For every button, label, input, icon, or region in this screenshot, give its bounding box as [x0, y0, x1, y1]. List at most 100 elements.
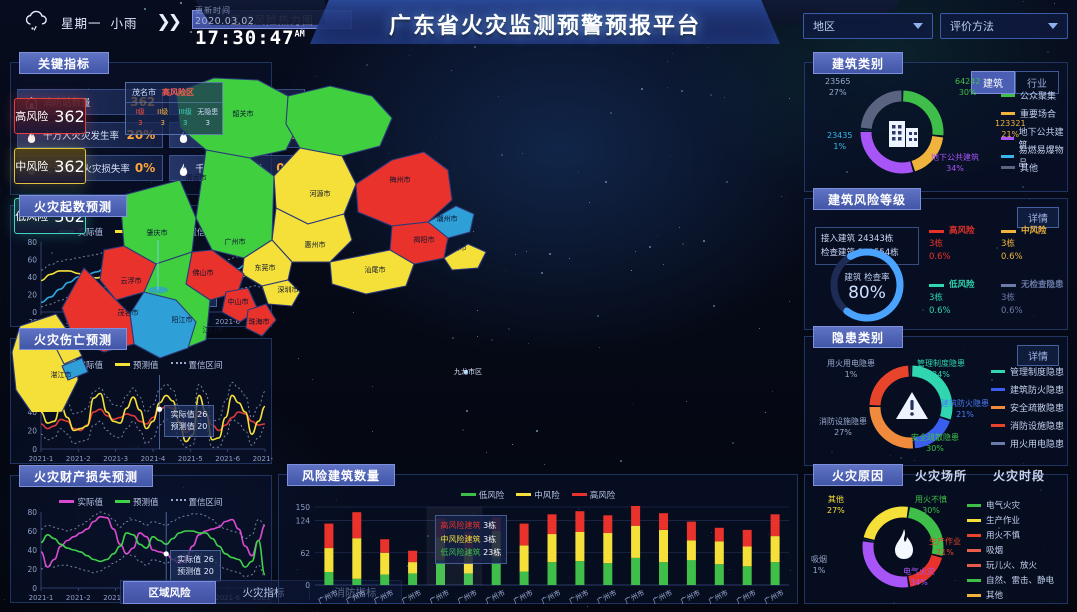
svg-text:广州市: 广州市: [512, 588, 535, 605]
fire-cause-title[interactable]: 火灾原因: [813, 464, 903, 486]
svg-text:0: 0: [32, 445, 37, 454]
property-loss-forecast-title: 火灾财产损失预测: [19, 465, 154, 487]
svg-text:2021-2: 2021-2: [66, 455, 91, 463]
bar-tooltip-row-0: 高风险建筑 3栋: [440, 521, 497, 530]
building-category-legend-0: 公众聚集: [1001, 89, 1056, 102]
evaluation-method-select[interactable]: 评价方法: [940, 13, 1068, 39]
svg-text:广州市: 广州市: [344, 588, 367, 605]
flame-icon: [177, 161, 190, 176]
svg-text:广州市: 广州市: [484, 588, 507, 605]
risk-building-count-panel: 风险建筑数量 低风险 中风险 高风险 0 62 124 150 广州市 广州市 广州市 广州市 广州…: [278, 464, 799, 606]
weather-desc: 小雨: [110, 15, 138, 31]
svg-text:62: 62: [300, 549, 310, 558]
flame-icon: [25, 128, 38, 143]
hazard-detail-button[interactable]: 详情: [1017, 345, 1059, 366]
fire-time-tab[interactable]: 火灾时段: [993, 469, 1046, 483]
risk-card-medium[interactable]: 中风险 362: [14, 148, 86, 184]
svg-text:广州市: 广州市: [372, 588, 395, 605]
building-category-donut[interactable]: [847, 79, 957, 185]
gauge-label: 建筑 检查率: [844, 273, 890, 283]
building-category-tabs[interactable]: 建筑 行业: [971, 71, 1059, 94]
fire-cause-legend-6: 其他: [967, 589, 1003, 601]
svg-text:60: 60: [27, 256, 37, 265]
summary-0-value: 24343栋: [857, 234, 894, 244]
building-category-tab-1[interactable]: 行业: [1015, 71, 1059, 94]
svg-text:2021-2: 2021-2: [66, 594, 91, 602]
fire-cause-legend-0: 电气火灾: [967, 499, 1020, 511]
risk-building-count-legend: 低风险 中风险 高风险: [279, 489, 797, 501]
risk-card-medium-value: 362: [54, 156, 85, 176]
hazard-anno-0: 安全疏散隐患 30%: [911, 433, 959, 453]
svg-text:广州市: 广州市: [428, 588, 451, 605]
building-risk-item-1: 中风险 3栋 0.6%: [1001, 226, 1047, 262]
svg-text:80: 80: [27, 238, 37, 247]
svg-text:广州市: 广州市: [400, 588, 423, 605]
bar-legend-0: 低风险: [460, 489, 504, 501]
header-wing-left: [195, 0, 325, 25]
fire-cause-anno-4: 其他 27%: [827, 495, 845, 515]
property-loss-forecast-legend: 实际值 预测值 置信区间: [11, 496, 271, 508]
svg-text:2021-1: 2021-1: [29, 455, 54, 463]
svg-text:40: 40: [27, 408, 37, 417]
fire-cause-panel: 火灾原因 火灾场所 火灾时段 用火不慎 30% 生产作业 21% 电气火灾 34% 吸烟 1%…: [804, 464, 1068, 604]
fire-count-forecast-title: 火灾起数预测: [19, 195, 128, 217]
svg-text:广州市: 广州市: [735, 588, 758, 605]
fire-cause-anno-2: 电气火灾 34%: [903, 567, 935, 587]
svg-text:广州市: 广州市: [679, 588, 702, 605]
svg-text:20: 20: [27, 565, 37, 574]
kpi-item-2-label: 十万人火灾发生率: [43, 131, 120, 142]
building-category-legend-1: 重要场合: [1001, 107, 1056, 120]
building-risk-title: 建筑风险等级: [813, 188, 922, 210]
region-select[interactable]: 地区: [803, 13, 933, 39]
kpi-item-4-label: 亿元GDP火灾损失率: [43, 164, 130, 175]
risk-card-high[interactable]: 高风险 362: [14, 98, 86, 134]
hazard-legend-2: 安全疏散隐患: [991, 401, 1064, 414]
fire-cause-legend-1: 生产作业: [967, 514, 1020, 526]
fire-cause-donut[interactable]: [851, 497, 955, 597]
risk-building-count-plot: 0 62 124 150 广州市 广州市 广州市 广州市 广州市 广州市 广州市 广州市 广州市 广州市广…: [279, 501, 799, 606]
svg-text:2021-3: 2021-3: [103, 455, 128, 463]
svg-text:0: 0: [32, 308, 37, 317]
clock-suffix: AM: [294, 29, 305, 40]
hazard-donut[interactable]: [857, 355, 965, 459]
risk-card-high-value: 362: [54, 106, 85, 126]
svg-text:0: 0: [32, 584, 37, 593]
gauge-label-block: 建筑 检查率 80%: [827, 271, 907, 303]
building-category-panel: 建筑类别 建筑 行业 64242 30% 123321 21% 23435 1% 地下公共建筑…: [804, 52, 1068, 192]
hazard-anno-3: 用火用电隐患 1%: [827, 359, 875, 379]
header: 广东省火灾监测预警预报平台 星期一 小雨 ❯❯ 更新时间 2020.03.02 …: [0, 0, 1077, 52]
double-chevron-icon: ❯❯: [156, 12, 182, 32]
svg-text:广州市: 广州市: [623, 588, 646, 605]
bar-legend-2: 高风险: [571, 489, 615, 501]
fire-cause-legend-2: 用火不慎: [967, 529, 1020, 541]
page-title: 广东省火灾监测预警预报平台: [388, 14, 701, 39]
building-risk-detail-button[interactable]: 详情: [1017, 207, 1059, 228]
header-banner: [310, 0, 780, 44]
svg-text:150: 150: [296, 503, 311, 512]
svg-text:20: 20: [27, 291, 37, 300]
fire-cause-anno-3: 吸烟 1%: [811, 555, 827, 575]
fire-cause-anno-0: 用火不慎 30%: [915, 495, 947, 515]
chevron-down-icon: [1048, 23, 1058, 29]
building-category-anno-3: 23435 1%: [827, 131, 853, 151]
summary-0-label: 接入建筑: [821, 234, 856, 244]
update-label: 更新时间: [195, 6, 231, 15]
svg-text:2021-3: 2021-3: [103, 594, 128, 602]
map-tooltip-level-2: III级 3: [178, 108, 192, 128]
hazard-anno-2: 管理制度隐患 34%: [917, 359, 965, 379]
svg-text:2021-6: 2021-6: [215, 318, 240, 326]
svg-text:2021-7: 2021-7: [253, 455, 273, 463]
building-category-legend-4: 其他: [1001, 161, 1038, 174]
building-category-tab-0[interactable]: 建筑: [971, 71, 1015, 94]
fire-place-tab[interactable]: 火灾场所: [915, 469, 968, 483]
hazard-legend-0: 管理制度隐患: [991, 365, 1064, 378]
update-date: 2020.03.02: [195, 16, 255, 27]
building-risk-item-2: 低风险 3栋 0.6%: [929, 280, 975, 316]
building-category-anno-2: 地下公共建筑 34%: [931, 153, 979, 173]
map-tab-0[interactable]: 区域风险: [123, 580, 216, 604]
svg-text:广州市: 广州市: [567, 588, 590, 605]
gauge-value: 80%: [848, 283, 886, 303]
building-category-title: 建筑类别: [813, 52, 903, 74]
svg-text:广州市: 广州市: [316, 588, 339, 605]
legend-band: 置信区间: [170, 359, 223, 371]
